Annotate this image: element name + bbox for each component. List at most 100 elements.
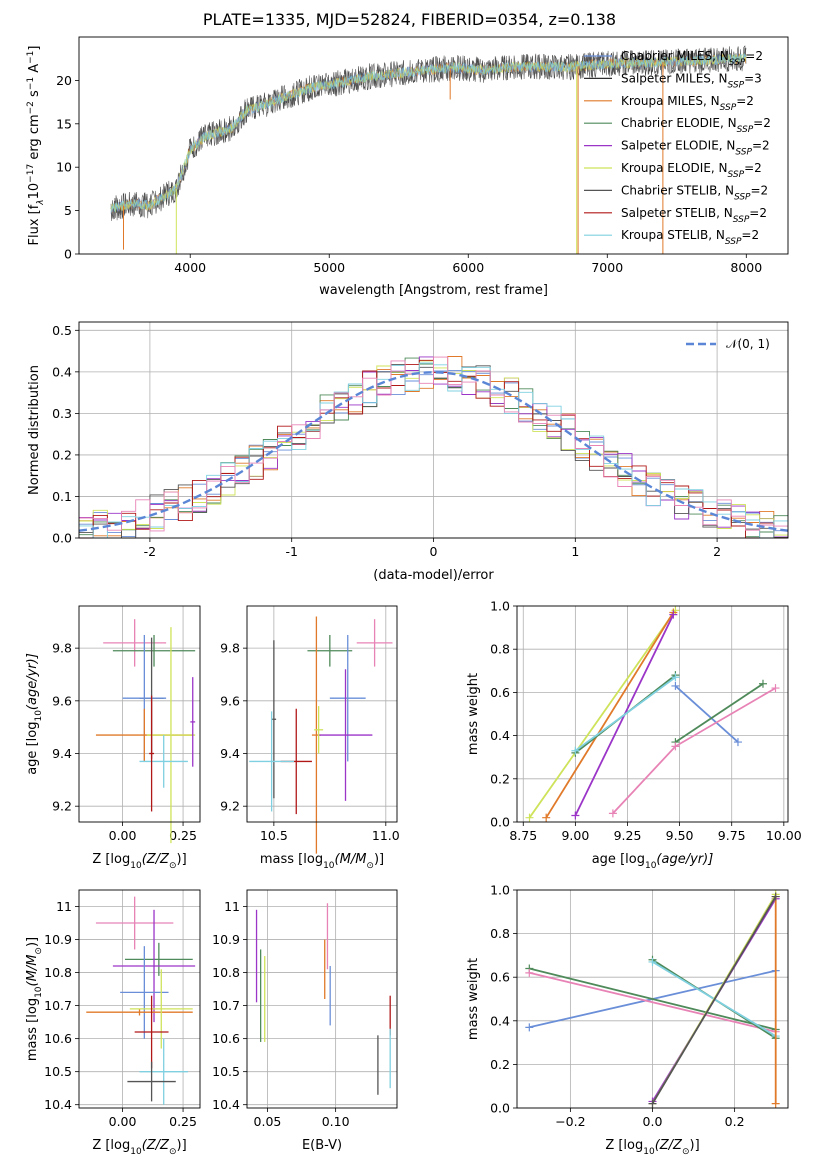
spectrum-plot-xtick-label: 7000 bbox=[591, 260, 623, 275]
spectrum-plot-ytick-label: 5 bbox=[64, 203, 72, 218]
z-weight-plot-ytick-label: 0.4 bbox=[490, 1013, 510, 1028]
age-weight-plot-series-line bbox=[612, 687, 776, 815]
z-mass-plot-xtick-label: 0.00 bbox=[109, 1114, 137, 1129]
z-weight-plot-xlabel-part: )] bbox=[690, 1138, 700, 1153]
residual-plot-frame bbox=[78, 321, 789, 539]
z-age-plot-xlabel-part: (Z/Z bbox=[142, 852, 170, 867]
age-weight-plot-series-line bbox=[574, 676, 676, 752]
z-age-plot-frame bbox=[78, 605, 201, 823]
z-weight-plot-series-line bbox=[529, 967, 776, 1031]
z-mass-plot-ytick-label: 10.8 bbox=[44, 965, 72, 980]
z-mass-plot-ylabel-part: )] bbox=[25, 937, 40, 947]
z-weight-plot-xlabel-part: Z [log bbox=[605, 1138, 643, 1153]
age-weight-plot-xlabel-part: age [log bbox=[592, 852, 645, 867]
spectrum-plot-xtick-label: 6000 bbox=[452, 260, 484, 275]
spectrum-plot-legend-label-part: Chabrier ELODIE, N bbox=[621, 116, 737, 130]
ebv-mass-plot-ytick-label: 10.5 bbox=[212, 1064, 240, 1079]
spectrum-plot-legend-label: Kroupa ELODIE, NSSP=2 bbox=[621, 161, 762, 180]
spectrum-plot-legend-label-part: Kroupa STELIB, N bbox=[621, 228, 725, 242]
ebv-mass-plot-xlabel-part: E(B-V) bbox=[302, 1138, 342, 1153]
spectrum-plot-legend-label-part: SSP bbox=[735, 148, 752, 158]
z-mass-plot-ylabel-part: 10 bbox=[34, 986, 44, 998]
spectrum-plot-spectrum-line bbox=[110, 52, 747, 214]
age-weight-plot-ylabel: mass weight bbox=[466, 673, 481, 755]
z-weight-plot-frame bbox=[516, 889, 789, 1109]
z-weight-plot-series-line bbox=[529, 971, 776, 1033]
z-weight-plot-point bbox=[771, 1099, 780, 1108]
age-weight-plot-series-line bbox=[674, 683, 764, 743]
z-age-plot-xtick-label: 0.00 bbox=[109, 828, 137, 843]
z-weight-plot-ytick-label: 0.2 bbox=[490, 1057, 510, 1072]
z-weight-plot-ytick-label: 1.0 bbox=[490, 883, 510, 898]
z-age-plot-xlabel-part: ⊙ bbox=[169, 861, 177, 871]
ebv-mass-plot-xtick-label: 0.10 bbox=[322, 1114, 350, 1129]
figure-title: PLATE=1335, MJD=52824, FIBERID=0354, z=0… bbox=[202, 10, 617, 29]
z-weight-plot-xtick-label: 0.0 bbox=[643, 1114, 663, 1129]
z-age-plot-xlabel-part: 10 bbox=[130, 861, 142, 871]
spectrum-plot-legend-label-part: Chabrier STELIB, N bbox=[621, 183, 734, 197]
spectrum-plot-legend-label-part: =2 bbox=[749, 206, 767, 220]
residual-plot-ytick-label: 0.2 bbox=[52, 447, 72, 462]
residual-plot-xtick-label: 1 bbox=[571, 544, 579, 559]
age-weight-plot-xtick-label: 8.75 bbox=[509, 828, 537, 843]
residual-plot-normal-curve bbox=[78, 371, 789, 532]
age-weight-plot-xlabel: age [log10(age/yr)] bbox=[592, 852, 714, 871]
age-weight-plot-point bbox=[542, 813, 551, 822]
age-weight-plot-point bbox=[608, 809, 617, 818]
age-weight-plot-point bbox=[758, 679, 767, 688]
z-weight-plot-xtick-label: 0.2 bbox=[725, 1114, 745, 1129]
age-weight-plot-point bbox=[671, 742, 680, 751]
spectrum-plot-legend-label: Chabrier MILES, NSSP=2 bbox=[621, 49, 763, 68]
residual-plot-xtick-label: 0 bbox=[430, 544, 438, 559]
spectrum-plot-legend-label-part: =2 bbox=[752, 139, 770, 153]
spectrum-plot-ylabel-part: −1 bbox=[26, 77, 36, 90]
spectrum-plot-legend-label-part: =2 bbox=[736, 94, 754, 108]
spectrum-plot-xlabel-part: wavelength [Angstrom, rest frame] bbox=[319, 283, 548, 298]
spectrum-plot-legend-label-part: =2 bbox=[741, 228, 759, 242]
z-mass-plot-ylabel: mass [log10(M/M⊙)] bbox=[25, 937, 44, 1061]
z-age-plot-xtick-label: 0.25 bbox=[169, 828, 197, 843]
z-mass-plot-xlabel-part: 10 bbox=[130, 1147, 142, 1157]
spectrum-plot-ytick-label: 15 bbox=[56, 116, 72, 131]
z-weight-plot-xlabel-part: ⊙ bbox=[682, 1147, 690, 1157]
z-weight-plot-ytick-label: 0.0 bbox=[490, 1101, 510, 1116]
residual-plot-xtick-label: 2 bbox=[713, 544, 721, 559]
z-weight-plot-xlabel: Z [log10(Z/Z⊙)] bbox=[605, 1138, 699, 1157]
spectrum-plot-legend-label-part: Chabrier MILES, N bbox=[621, 49, 729, 63]
residual-plot-histogram bbox=[79, 356, 788, 532]
z-weight-plot-ytick-label: 0.8 bbox=[490, 926, 510, 941]
age-weight-plot-frame bbox=[516, 605, 789, 823]
spectrum-plot-legend-label-part: Kroupa MILES, N bbox=[621, 94, 720, 108]
spectrum-plot-legend-label: Salpeter STELIB, NSSP=2 bbox=[621, 206, 767, 225]
age-weight-plot-ytick-label: 0.4 bbox=[490, 728, 510, 743]
ebv-mass-plot-ytick-label: 10.6 bbox=[212, 1031, 240, 1046]
z-age-plot-ytick-label: 9.6 bbox=[52, 693, 72, 708]
spectrum-plot-ylabel-part: s bbox=[27, 90, 42, 101]
spectrum-plot-legend-label-part: SSP bbox=[720, 103, 737, 113]
age-weight-plot-xtick-label: 10.00 bbox=[766, 828, 802, 843]
age-weight-plot-ytick-label: 0.0 bbox=[490, 815, 510, 830]
residual-plot-xlabel: (data-model)/error bbox=[373, 568, 494, 583]
mass-age-plot-xlabel-part: ⊙ bbox=[366, 861, 374, 871]
age-weight-plot-ytick-label: 1.0 bbox=[490, 599, 510, 614]
mass-age-plot-frame bbox=[246, 605, 398, 823]
z-mass-plot-xlabel-part: Z [log bbox=[92, 1138, 130, 1153]
age-weight-plot-point bbox=[733, 738, 742, 747]
spectrum-plot-ylabel-part: A bbox=[27, 64, 42, 77]
z-age-plot-ylabel-part: 10 bbox=[34, 710, 44, 722]
spectrum-plot-xlabel: wavelength [Angstrom, rest frame] bbox=[319, 283, 548, 298]
spectrum-plot-ytick-label: 10 bbox=[56, 160, 72, 175]
ebv-mass-plot-ytick-label: 10.4 bbox=[212, 1097, 240, 1112]
spectrum-plot-legend-label-part: =2 bbox=[753, 116, 771, 130]
spectrum-plot-ylabel-part: ] bbox=[27, 46, 42, 51]
spectrum-plot-ylabel-part: −1 bbox=[26, 51, 36, 64]
spectrum-plot-ytick-label: 0 bbox=[64, 247, 72, 262]
spectrum-plot-legend-label: Kroupa STELIB, NSSP=2 bbox=[621, 228, 759, 247]
spectrum-plot-legend-label-part: Salpeter ELODIE, N bbox=[621, 139, 735, 153]
spectrum-plot-frame bbox=[78, 36, 789, 255]
spectrum-plot-ylabel-part: λ bbox=[36, 199, 46, 205]
residual-plot-xtick-label: -1 bbox=[285, 544, 297, 559]
mass-age-plot-xlabel: mass [log10(M/M⊙)] bbox=[260, 852, 384, 871]
spectrum-plot-legend-label-part: SSP bbox=[737, 125, 754, 135]
